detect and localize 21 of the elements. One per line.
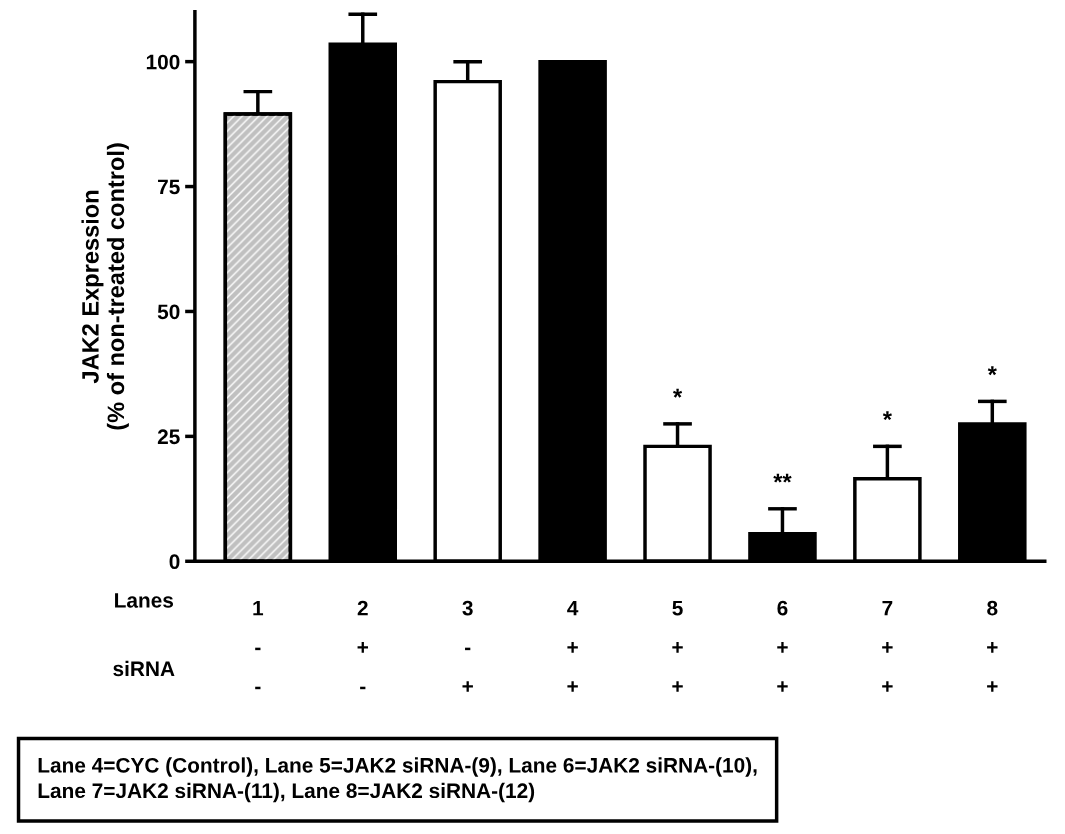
- category-label: 1 - -: [253, 600, 264, 690]
- y-tick-label: 100: [146, 54, 180, 70]
- category-label: 5 + +: [672, 600, 683, 692]
- text: Lanes: [115, 593, 174, 608]
- category-label: 2 + -: [357, 600, 369, 690]
- y-axis-title: JAK2 Expression (% of non-treated control): [81, 143, 129, 430]
- category-label: 7 + +: [882, 600, 893, 692]
- category-label: 8 + +: [987, 600, 998, 692]
- category-label: 6 + +: [777, 600, 788, 692]
- text: siRNA: [113, 660, 175, 677]
- y-tick-label: 25: [157, 429, 180, 445]
- data-label: *: [987, 366, 997, 376]
- data-label: **: [773, 473, 792, 483]
- category-label: 4 + +: [567, 600, 579, 692]
- data-label: *: [673, 388, 683, 398]
- y-tick-label: 75: [158, 179, 180, 195]
- text: Lane 4=CYC (Control), Lane 5=JAK2 siRNA-(9), Lane 6=JAK2 siRNA-(10), Lane 7=JAK2 siRNA-(11), Lane 8=JAK2 siRNA-(12): [38, 757, 757, 803]
- y-tick-label: 0: [169, 554, 180, 570]
- y-tick-label: 50: [157, 304, 180, 320]
- category-label: 3 - +: [462, 600, 473, 692]
- data-label: *: [882, 411, 892, 421]
